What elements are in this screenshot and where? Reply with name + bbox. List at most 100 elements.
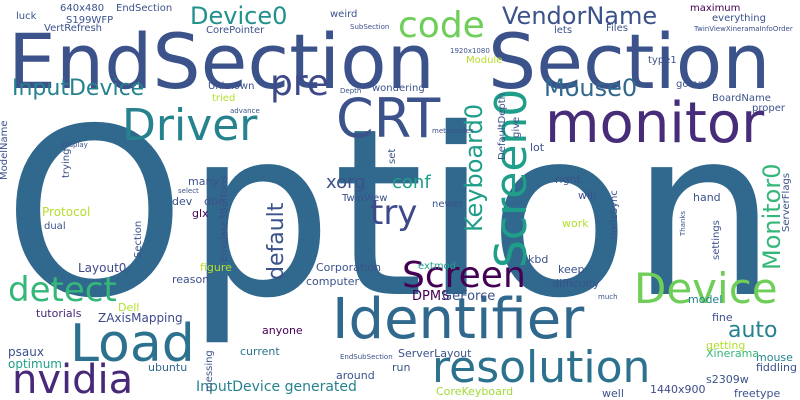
word-maximum: maximum [690, 3, 741, 14]
word-auto: auto [728, 318, 778, 343]
word-section-small: Section [133, 220, 144, 258]
word-screen: Screen [402, 255, 526, 296]
word-ubuntu: ubuntu [148, 361, 188, 374]
word-geforce: GeForce [442, 289, 496, 304]
word-pre: pre [270, 63, 330, 104]
word-device: Device [634, 264, 778, 313]
word-lot: lot [530, 141, 545, 154]
word-work: work [562, 217, 589, 230]
word-mouse0: Mouse0 [544, 74, 638, 102]
word-tried: tried [212, 93, 236, 104]
word-give: give [511, 116, 522, 138]
word-reason: reason [172, 273, 210, 286]
word-run: run [392, 361, 411, 374]
word-fine: fine [712, 311, 733, 324]
word-keyboard0: Keyboard0 [460, 103, 488, 232]
word-current: current [240, 345, 280, 358]
word-anyone: anyone [262, 324, 303, 337]
word-monitor: monitor [545, 91, 765, 156]
word-boardname: BoardName [712, 93, 771, 104]
word-thanks: Thanks [679, 210, 687, 236]
word-psaux: psaux [8, 345, 44, 359]
word-freetype: freetype [734, 387, 781, 400]
word-newer: newer [432, 199, 463, 210]
word-many: many [188, 175, 219, 188]
word-protocol: Protocol [42, 205, 91, 219]
word-inputdevice-generated: InputDevice generated [196, 379, 357, 395]
word-layout0: Layout0 [78, 261, 127, 275]
word-endsection: EndSection [8, 17, 435, 106]
word-driver: Driver [122, 100, 258, 151]
word-vendorname: VendorName [502, 2, 658, 30]
word-device0: Device0 [190, 2, 288, 30]
word-dell: Dell [118, 301, 140, 314]
word-try: try [370, 193, 418, 233]
word-select: select [178, 187, 199, 195]
word-around: around [336, 369, 375, 382]
word-type1: type1 [648, 55, 677, 66]
word-trying: trying [61, 148, 72, 178]
word-well: well [602, 387, 624, 400]
word-twinview: TwinView [342, 193, 388, 204]
word-dual: dual [44, 221, 66, 232]
word-wondering: wondering [372, 83, 425, 94]
word-will: will [578, 189, 597, 202]
word-endsection-small: EndSection [116, 3, 173, 14]
word-messing: messing [204, 350, 215, 392]
word-xinerama: Xinerama [706, 347, 760, 360]
word-module: Module [466, 55, 503, 66]
word-s199wfp: S199WFP [66, 15, 114, 26]
word-dbe: dbe [204, 195, 225, 208]
word-proper: proper [752, 103, 785, 114]
word-1920x1080: 1920x1080 [450, 47, 490, 55]
word-modelname: ModelName [0, 120, 10, 180]
word-option: Option [3, 79, 778, 349]
word-subsection: SubSection [350, 23, 390, 31]
word-right: right [555, 173, 581, 186]
word-emulate3buttons: Emulate3Buttons [219, 175, 230, 262]
word-xorg: xorg [326, 172, 366, 193]
word-files: Files [606, 23, 628, 34]
word-unknown: Unknown [208, 81, 255, 92]
word-display: Display [62, 141, 88, 149]
word-hand: hand [693, 191, 721, 204]
word-optimum: optimum [8, 357, 62, 371]
word-fiddling: fiddling [756, 361, 797, 374]
word-metamodes: metamodes [432, 127, 474, 135]
word-640x480: 640x480 [60, 3, 105, 14]
word-much: much [598, 293, 618, 301]
word-nvidia: nvidia [12, 357, 134, 400]
word-getting: getting [706, 339, 746, 352]
word-inputdevice: InputDevice [12, 76, 145, 101]
word-resolution: resolution [432, 342, 651, 393]
word-identifier: Identifier [332, 287, 585, 352]
word-vertrefresh: VertRefresh [44, 23, 103, 34]
word-weird: weird [330, 9, 358, 20]
word-detect: detect [8, 270, 117, 310]
word-serverflags: ServerFlags [781, 172, 792, 232]
word-code: code [398, 5, 485, 46]
word-twinviewxineramainfoorder: TwinViewXineramaInfoOrder [694, 25, 793, 33]
word-endsubsection: EndSubSection [340, 353, 393, 361]
word-section: Section [488, 17, 771, 106]
word-mouse: mouse [756, 351, 793, 364]
word-corporation: Corporation [316, 261, 381, 274]
word-dpms: DPMS [412, 289, 450, 304]
word-serverlayout: ServerLayout [398, 347, 472, 360]
word-model: model [688, 293, 723, 306]
word-extmod: extmod [418, 261, 457, 272]
word-corepointer: CorePointer [206, 25, 265, 36]
word-zaxismapping: ZAxisMapping [98, 311, 183, 325]
word-load: Load [70, 314, 195, 374]
word-advance: advance [230, 107, 260, 115]
word-keep: keep [558, 263, 585, 276]
word-everything: everything [712, 13, 766, 24]
word-lets: lets [554, 25, 573, 36]
word-settings: settings [711, 220, 722, 260]
word-horizsync: HorizSync [609, 190, 620, 240]
word-luck: luck [16, 11, 37, 22]
word-defaultdepth: DefaultDepth [497, 93, 508, 160]
word-set: set [387, 148, 398, 164]
word-tutorials: tutorials [36, 307, 82, 320]
